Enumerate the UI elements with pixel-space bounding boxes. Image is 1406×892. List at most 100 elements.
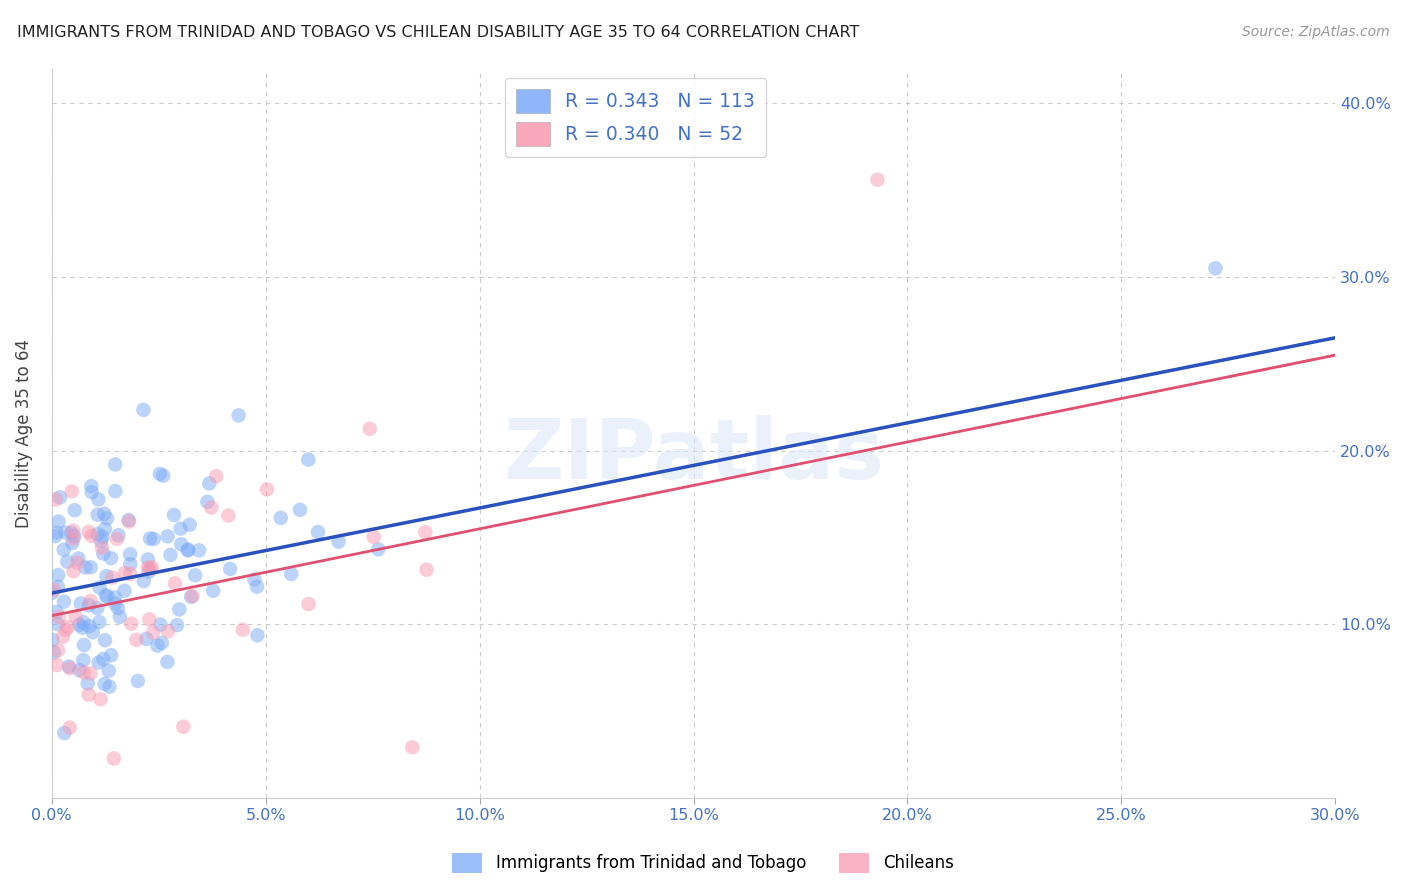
Point [179,517,201,532]
Point [1204,261,1226,276]
Point [52,542,75,557]
Point [104,591,127,605]
Point [62,532,84,546]
Point [135,632,157,646]
Point [94,522,117,536]
Point [156,529,179,543]
Point [79,594,101,608]
Point [156,655,179,669]
Point [138,565,160,579]
Point [166,618,188,632]
Point [228,409,250,423]
Point [80,529,103,543]
Point [90,692,112,706]
Point [73,638,96,652]
Point [100,648,122,663]
Point [105,532,128,546]
Point [56,555,79,569]
Point [91,530,114,544]
Point [46,617,69,632]
Point [288,503,311,517]
Point [93,507,115,521]
Point [136,552,159,566]
Point [202,583,225,598]
Point [69,663,91,677]
Point [77,524,100,539]
Point [62,564,84,578]
Point [100,551,122,566]
Point [96,569,118,583]
Point [197,495,219,509]
Point [200,500,222,515]
Point [328,534,350,549]
Point [76,676,98,690]
Point [132,402,155,417]
Point [107,528,129,542]
Point [125,632,148,647]
Point [107,601,129,615]
Point [44,529,66,543]
Point [59,721,82,735]
Point [63,503,86,517]
Point [149,467,172,481]
Point [86,527,108,541]
Point [184,568,207,582]
Point [94,633,117,648]
Point [66,556,89,570]
Point [169,602,191,616]
Point [280,566,302,581]
Point [180,590,202,604]
Point [165,576,187,591]
Point [218,508,240,523]
Point [82,625,104,640]
Point [866,172,889,186]
Point [117,513,139,527]
Point [53,594,76,608]
Point [156,624,179,639]
Point [243,573,266,587]
Point [75,560,97,574]
Point [79,619,101,633]
Point [118,515,141,529]
Point [56,620,79,634]
Point [104,597,127,611]
Point [149,617,172,632]
Point [120,567,142,582]
Point [73,665,96,680]
Point [297,452,319,467]
Point [101,570,124,584]
Point [270,511,292,525]
Point [80,485,103,500]
Point [415,525,437,540]
Point [401,740,423,755]
Y-axis label: Disability Age 35 to 64: Disability Age 35 to 64 [15,339,32,528]
Point [120,616,142,631]
Point [53,525,76,540]
Point [246,580,269,594]
Point [363,530,385,544]
Point [48,610,70,624]
Point [72,653,94,667]
Point [67,551,90,566]
Point [114,583,136,598]
Point [170,537,193,551]
Point [72,615,94,630]
Point [108,610,131,624]
Point [139,562,162,576]
Point [53,726,76,740]
Point [146,639,169,653]
Point [177,543,200,558]
Point [104,484,127,499]
Point [55,623,77,637]
Point [42,582,65,597]
Point [93,652,115,666]
Point [141,560,163,574]
Point [65,609,87,624]
Legend: Immigrants from Trinidad and Tobago, Chileans: Immigrants from Trinidad and Tobago, Chi… [446,847,960,880]
Point [98,680,121,694]
Point [169,522,191,536]
Point [94,588,117,602]
Point [246,628,269,642]
Point [80,479,103,493]
Point [232,623,254,637]
